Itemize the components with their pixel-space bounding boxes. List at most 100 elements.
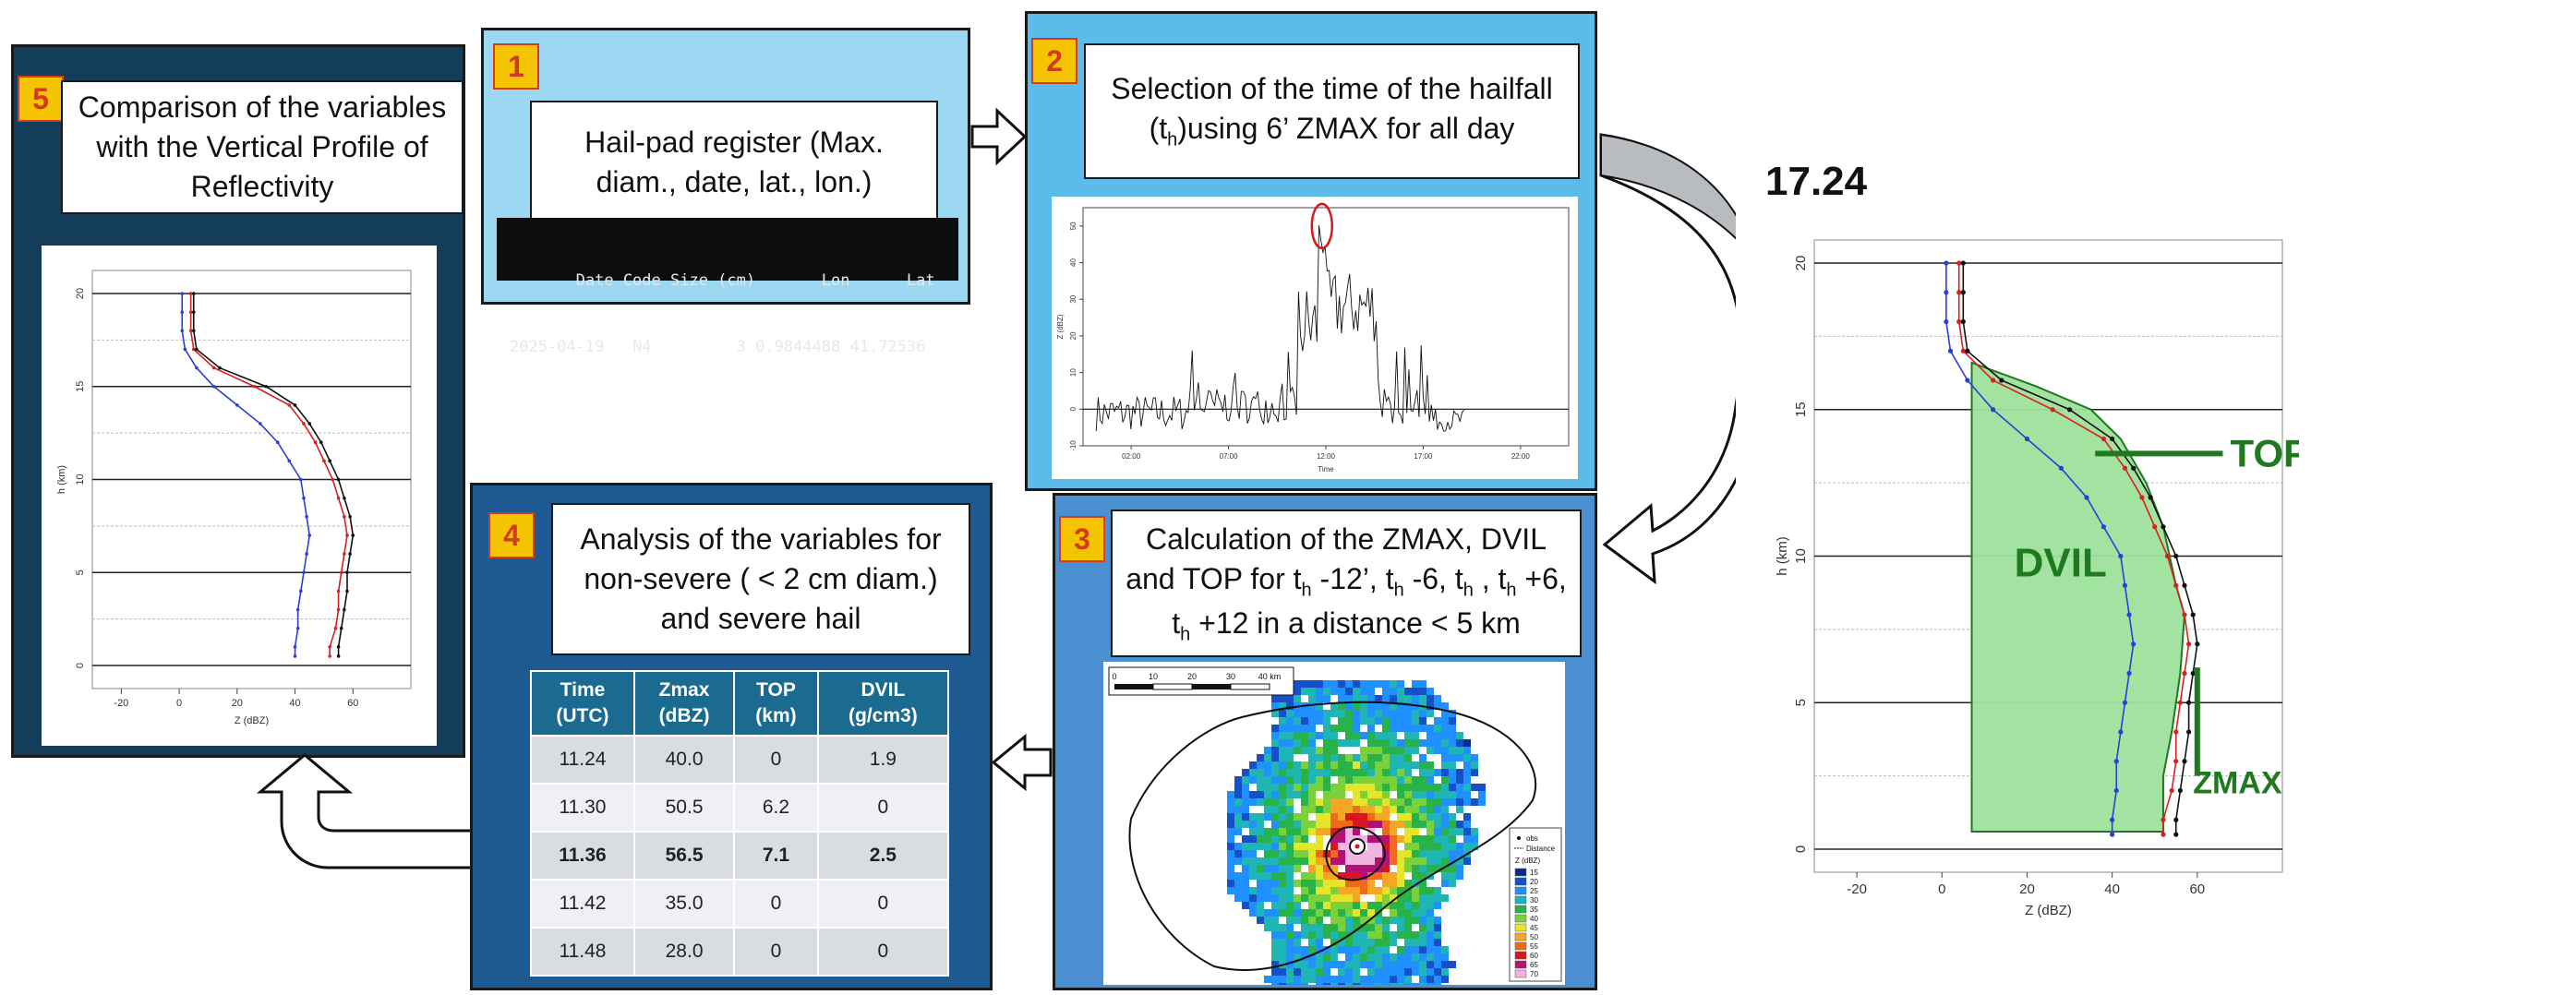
radar-cell (1441, 872, 1449, 880)
radar-cell (1308, 850, 1316, 857)
radar-cell (1434, 725, 1441, 732)
vpr-series-red-point (2122, 465, 2128, 471)
vpr-series-blue-point (295, 607, 300, 612)
radar-cell (1382, 894, 1390, 902)
radar-cell (1463, 835, 1471, 843)
radar-cell (1367, 931, 1375, 939)
radar-cell (1301, 909, 1308, 917)
panel-1: 1 Hail-pad register (Max. diam., date, l… (481, 28, 970, 356)
vpr-series-red-point (336, 607, 341, 612)
vpr-series-blue-point (2113, 759, 2119, 764)
radar-cell (1242, 806, 1249, 813)
radar-cell (1367, 924, 1375, 931)
radar-cell (1382, 968, 1390, 976)
radar-cell (1242, 813, 1249, 821)
table-row: 11.48 28.0 0 0 (530, 927, 950, 977)
radar-cell (1463, 761, 1471, 769)
legend-label: 70 (1530, 970, 1538, 978)
radar-cell (1404, 939, 1412, 946)
radar-cell (1330, 902, 1338, 909)
radar-cell (1382, 695, 1390, 702)
vpr-series-blue-point (259, 422, 262, 426)
radar-cell (1426, 761, 1434, 769)
radar-cell (1308, 961, 1316, 968)
radar-cell (1390, 917, 1397, 924)
radar-cell (1242, 769, 1249, 776)
radar-cell (1286, 857, 1294, 865)
vpr-small-chart: -20 0 20 40 60 0 5 10 15 20 Z (dBZ) h (km) (42, 246, 437, 746)
vpr-series-red-point (1956, 260, 1962, 266)
legend-swatch (1514, 895, 1527, 905)
radar-cell (1353, 732, 1360, 739)
radar-cell (1353, 983, 1360, 990)
radar-cell (1390, 688, 1397, 695)
radar-cell (1397, 872, 1404, 880)
radar-cell (1286, 776, 1294, 784)
radar-cell (1441, 857, 1449, 865)
radar-cell (1286, 894, 1294, 902)
radar-cell (1308, 732, 1316, 739)
radar-cell (1279, 806, 1286, 813)
radar-cell (1242, 835, 1249, 843)
radar-cell (1397, 695, 1404, 702)
radar-cell (1264, 747, 1271, 754)
radar-cell (1419, 917, 1426, 924)
radar-cell (1412, 968, 1419, 976)
vpr-series-blue-point (293, 645, 297, 649)
radar-cell (1264, 776, 1271, 784)
vpr-series-blue-point (1944, 318, 1949, 325)
vpr-series-black-point (2186, 700, 2192, 705)
radar-cell (1323, 828, 1330, 835)
radar-cell (1308, 702, 1316, 710)
radar-cell (1375, 754, 1382, 761)
radar-cell (1234, 784, 1242, 791)
radar-cell (1227, 828, 1234, 835)
radar-cell (1286, 821, 1294, 828)
radar-cell (1330, 725, 1338, 732)
radar-cell (1426, 747, 1434, 754)
radar-cell (1367, 739, 1375, 747)
vpr-series-black-point (2190, 670, 2196, 677)
radar-cell (1242, 784, 1249, 791)
radar-cell (1456, 754, 1463, 761)
radar-cell (1249, 872, 1257, 880)
radar-cell (1345, 695, 1353, 702)
radar-cell (1227, 798, 1234, 806)
radar-cell (1360, 821, 1367, 828)
radar-cell (1419, 939, 1426, 946)
radar-cell (1360, 813, 1367, 821)
radar-cell (1301, 968, 1308, 976)
radar-cell (1390, 732, 1397, 739)
radar-cell (1426, 924, 1434, 931)
radar-cell (1271, 872, 1279, 880)
radar-cell (1434, 791, 1441, 798)
radar-cell (1294, 953, 1301, 961)
radar-cell (1353, 754, 1360, 761)
radar-cell (1404, 924, 1412, 931)
vpr-series-blue-point (302, 496, 306, 500)
radar-cell (1419, 880, 1426, 887)
table-cell: 28.0 (632, 927, 736, 977)
radar-cell (1257, 894, 1264, 902)
radar-cell (1404, 968, 1412, 976)
radar-cell (1301, 717, 1308, 725)
radar-cell (1271, 843, 1279, 850)
radar-cell (1382, 872, 1390, 880)
radar-cell (1323, 791, 1330, 798)
radar-cell (1397, 857, 1404, 865)
radar-cell (1264, 865, 1271, 872)
radar-cell (1404, 791, 1412, 798)
radar-cell (1471, 843, 1478, 850)
radar-cell (1279, 747, 1286, 754)
radar-cell (1441, 806, 1449, 813)
radar-cell (1345, 968, 1353, 976)
legend-label: 20 (1530, 878, 1538, 886)
vpr-series-black-point (351, 533, 355, 537)
radar-cell (1397, 909, 1404, 917)
radar-cell (1257, 909, 1264, 917)
radar-cell (1375, 784, 1382, 791)
radar-cell (1301, 850, 1308, 857)
radar-cell (1360, 931, 1367, 939)
radar-cell (1338, 880, 1345, 887)
radar-cell (1338, 725, 1345, 732)
